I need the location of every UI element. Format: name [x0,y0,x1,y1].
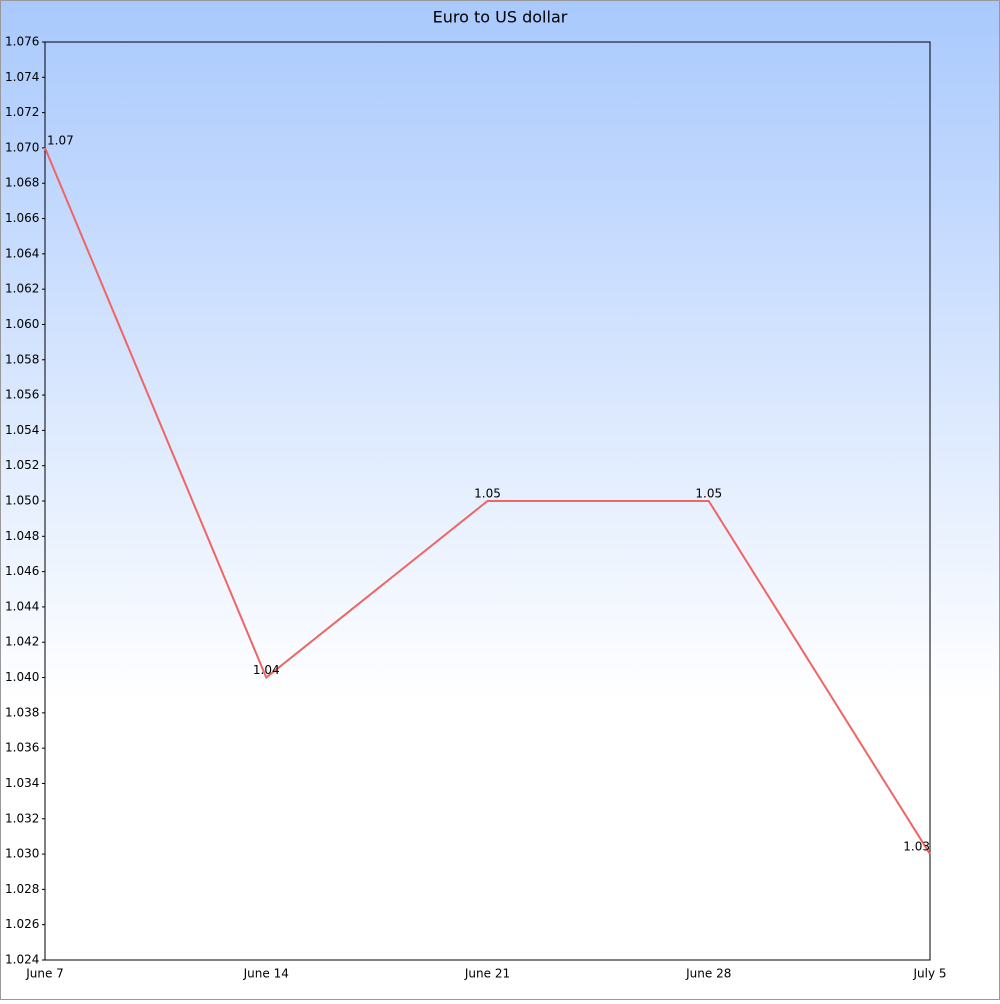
y-tick-label: 1.036 [5,741,39,755]
x-tick-label: June 14 [243,967,289,981]
y-tick-label: 1.072 [5,105,39,119]
y-tick-label: 1.052 [5,458,39,472]
value-label: 1.07 [47,133,74,147]
value-label: 1.05 [695,487,722,501]
x-tick-label: July 5 [912,967,946,981]
y-tick-label: 1.046 [5,564,39,578]
y-tick-label: 1.070 [5,140,39,154]
y-tick-label: 1.056 [5,388,39,402]
y-tick-label: 1.040 [5,670,39,684]
y-tick-label: 1.074 [5,70,39,84]
y-tick-label: 1.042 [5,635,39,649]
y-tick-label: 1.054 [5,423,39,437]
y-tick-label: 1.064 [5,246,39,260]
y-tick-label: 1.030 [5,847,39,861]
y-tick-label: 1.034 [5,776,39,790]
y-tick-label: 1.076 [5,35,39,49]
chart-title: Euro to US dollar [433,8,568,27]
y-tick-label: 1.066 [5,211,39,225]
x-tick-label: June 7 [25,967,64,981]
y-tick-label: 1.044 [5,599,39,613]
value-label: 1.03 [903,840,930,854]
y-tick-label: 1.048 [5,529,39,543]
value-label: 1.05 [474,487,501,501]
line [44,147,931,855]
y-tick-label: 1.038 [5,705,39,719]
y-tick-label: 1.068 [5,176,39,190]
x-tick-label: June 28 [685,967,731,981]
y-tick-label: 1.026 [5,917,39,931]
value-label: 1.04 [253,663,280,677]
y-tick-label: 1.050 [5,494,39,508]
y-tick-label: 1.024 [5,953,39,967]
y-tick-label: 1.028 [5,882,39,896]
x-tick-label: June 21 [464,967,510,981]
y-tick-label: 1.058 [5,352,39,366]
y-tick-label: 1.032 [5,811,39,825]
y-tick-label: 1.060 [5,317,39,331]
y-tick-label: 1.062 [5,282,39,296]
